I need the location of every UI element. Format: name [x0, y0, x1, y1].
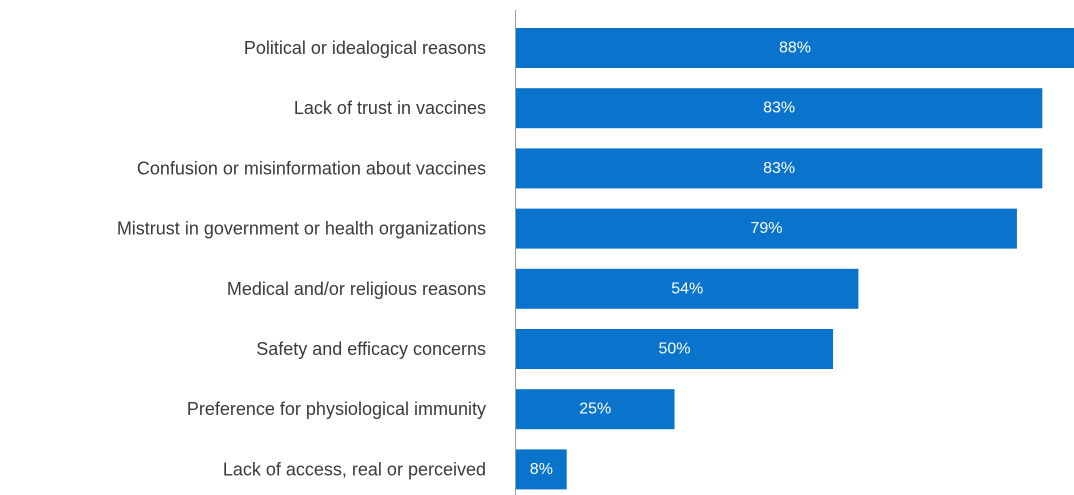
bars-layer: [516, 28, 1074, 490]
category-label: Lack of trust in vaccines: [294, 98, 486, 118]
bar-value-label: 83%: [763, 160, 795, 177]
bar-value-label: 50%: [659, 341, 691, 358]
bar: [516, 389, 675, 430]
category-label: Preference for physiological immunity: [187, 399, 486, 419]
bar-value-label: 79%: [750, 220, 782, 237]
bar: [516, 329, 834, 369]
category-label: Confusion or misinformation about vaccin…: [137, 158, 486, 178]
bar: [516, 148, 1043, 189]
bar: [516, 88, 1043, 129]
bar-value-label: 54%: [671, 280, 703, 297]
value-labels-layer: 88% 83% 83% 79% 54% 50% 25% 8%: [530, 40, 811, 478]
bar: [516, 449, 567, 490]
bar: [516, 208, 1017, 249]
category-label: Political or idealogical reasons: [244, 38, 486, 58]
category-label: Lack of access, real or perceived: [223, 459, 486, 479]
bar: [516, 28, 1074, 68]
category-label: Medical and/or religious reasons: [227, 279, 486, 299]
category-labels-layer: Political or idealogical reasons Lack of …: [117, 38, 486, 479]
bar-value-label: 25%: [579, 401, 611, 418]
bar-value-label: 8%: [530, 461, 553, 478]
bar-value-label: 83%: [763, 100, 795, 117]
category-label: Safety and efficacy concerns: [256, 339, 486, 359]
category-label: Mistrust in government or health organiz…: [117, 219, 486, 239]
bar-value-label: 88%: [779, 40, 811, 57]
bar: [516, 268, 859, 309]
